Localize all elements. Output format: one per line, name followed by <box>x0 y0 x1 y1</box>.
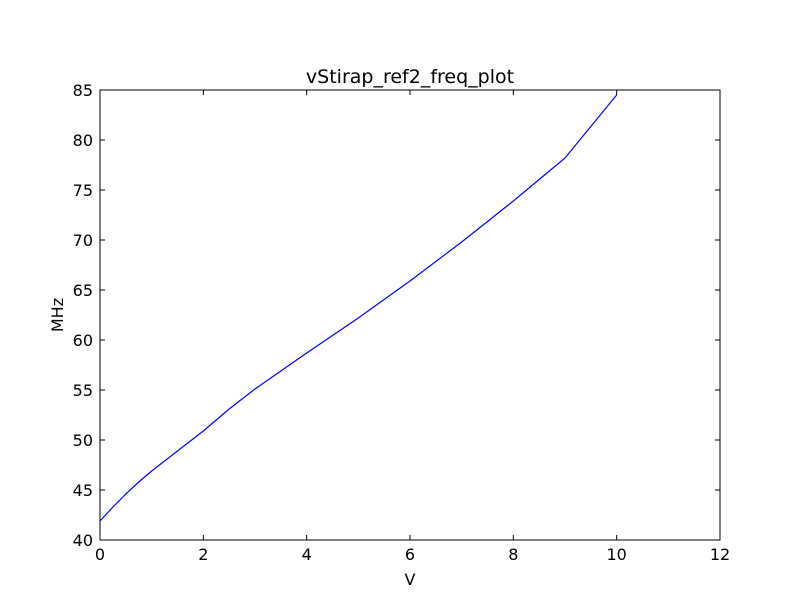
plot-area <box>100 90 720 540</box>
series-layer <box>99 94 618 522</box>
x-tick-label: 12 <box>710 545 730 564</box>
y-tick-label: 70 <box>73 231 93 250</box>
x-tick-label: 2 <box>198 545 208 564</box>
plot-frame <box>99 89 721 541</box>
y-tick-label: 50 <box>73 431 93 450</box>
axis-tick-labels: 0 2 4 6 8 10 12 40 45 50 55 60 65 70 75 80 85 <box>73 81 731 564</box>
x-tick-label: 4 <box>302 545 312 564</box>
x-tick-label: 10 <box>606 545 626 564</box>
x-axis-label: V <box>405 570 416 589</box>
y-tick-label: 60 <box>73 331 93 350</box>
y-tick-label: 40 <box>73 531 93 550</box>
chart-title: vStirap_ref2_freq_plot <box>306 66 514 88</box>
x-tick-label: 6 <box>405 545 415 564</box>
y-tick-label: 65 <box>73 281 93 300</box>
y-tick-label: 80 <box>73 131 93 150</box>
y-tick-label: 45 <box>73 481 93 500</box>
y-tick-label: 55 <box>73 381 93 400</box>
series-line <box>99 94 618 522</box>
y-axis-label: MHz <box>48 298 67 332</box>
x-tick-label: 8 <box>508 545 518 564</box>
y-tick-label: 75 <box>73 181 93 200</box>
y-tick-label: 85 <box>73 81 93 100</box>
x-tick-label: 0 <box>95 545 105 564</box>
